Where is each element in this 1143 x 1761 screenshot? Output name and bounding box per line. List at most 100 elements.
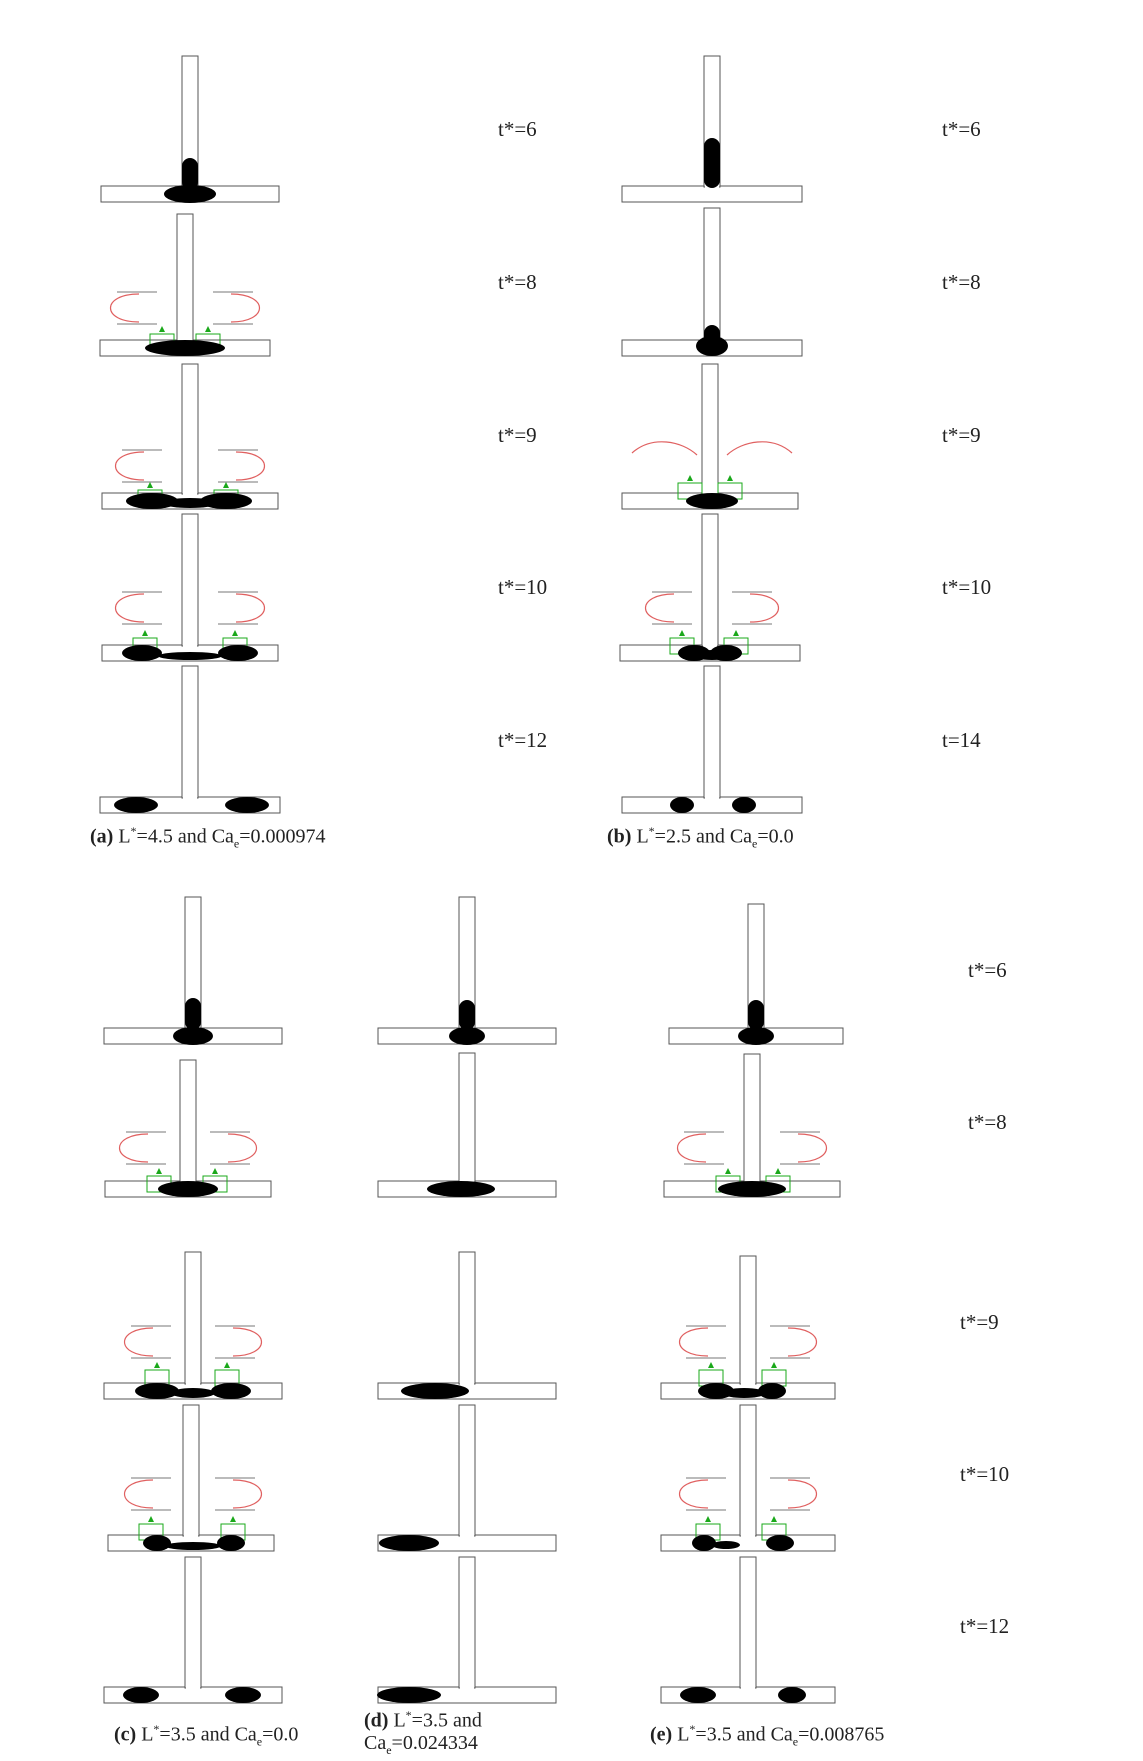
c-f4-left-lines (131, 1477, 171, 1511)
c-f3-arrow-2 (224, 1362, 230, 1368)
e-f1-drop (738, 1027, 774, 1045)
a-f3-left-lines (122, 449, 162, 483)
b-f5-main-channel (621, 796, 803, 814)
a-f4-right-lines (218, 591, 258, 625)
d-f2-side-channel (458, 1052, 476, 1183)
time-label-bottom-4: t*=10 (960, 1462, 1010, 1486)
a-f3-arrow-1 (147, 482, 153, 488)
a-f4-side-channel (181, 513, 199, 647)
c-f3-left-lines (131, 1325, 171, 1359)
time-label-bottom-5: t*=12 (960, 1614, 1010, 1638)
time-label-a-1: t*=6 (498, 117, 537, 141)
c-f2-left-loop (119, 1133, 149, 1163)
a-f2-right-lines (213, 291, 253, 325)
time-label-b-4: t*=10 (942, 575, 992, 599)
b-f3-arrow-1 (687, 475, 693, 481)
time-label-a-3: t*=9 (498, 423, 537, 447)
e-f3-left-loop (679, 1327, 709, 1357)
e-f3-arrow-2 (771, 1362, 777, 1368)
time-label-b-5: t=14 (942, 728, 981, 752)
a-f4-arrow-2 (232, 630, 238, 636)
c-f2-left-lines (126, 1131, 166, 1165)
d-f5-side-channel (458, 1556, 476, 1689)
b-f3-side-channel (701, 363, 719, 495)
a-f2-left-loop (110, 293, 140, 323)
e-f4-right-lines (770, 1477, 810, 1511)
caption-a: (a) L*=4.5 and Cae=0.000974 (90, 824, 326, 851)
a-f3-drop-c (162, 498, 218, 508)
d-f4-side-channel (458, 1404, 476, 1537)
e-f2-right-loop (797, 1133, 827, 1163)
b-f4-right-lines (732, 591, 772, 625)
c-f4-left-loop (124, 1479, 154, 1509)
e-f3-side-channel (739, 1255, 757, 1385)
b-f3-drop (686, 493, 738, 509)
a-f4-drop-l (122, 645, 162, 661)
a-f2-left-lines (117, 291, 157, 325)
c-f4-drop-r (217, 1535, 245, 1551)
d-f3-drop (401, 1383, 469, 1399)
e-f4-right-loop (787, 1479, 817, 1509)
a-f3-arrow-2 (223, 482, 229, 488)
e-f4-arrow-1 (705, 1516, 711, 1522)
c-f4-drop-l (143, 1535, 171, 1551)
caption-c: (c) L*=3.5 and Cae=0.0 (114, 1722, 299, 1749)
c-f4-right-loop (232, 1479, 262, 1509)
c-f3-right-loop (232, 1327, 262, 1357)
a-f2-side-channel (176, 213, 194, 342)
e-f4-drop-c (712, 1541, 740, 1549)
time-label-a-5: t*=12 (498, 728, 548, 752)
e-f2-side-channel (743, 1053, 761, 1183)
b-f4-arrow-1 (679, 630, 685, 636)
e-f5-drop-r (778, 1687, 806, 1703)
e-f4-drop-r (766, 1535, 794, 1551)
d-f1-drop-neck (459, 1000, 475, 1030)
a-f3-right-lines (218, 449, 258, 483)
time-label-bottom-2: t*=8 (968, 1110, 1007, 1134)
c-f5-side-channel (184, 1556, 202, 1689)
a-f2-drop (145, 340, 225, 356)
a-f3-left-loop (115, 451, 145, 481)
d-f5-drop (377, 1687, 441, 1703)
a-f4-left-loop (115, 593, 145, 623)
c-f2-side-channel (179, 1059, 197, 1183)
caption-e: (e) L*=3.5 and Cae=0.008765 (650, 1722, 885, 1749)
e-f3-arrow-1 (708, 1362, 714, 1368)
b-f4-right-loop (749, 593, 779, 623)
c-f2-right-lines (210, 1131, 250, 1165)
b-f4-left-lines (652, 591, 692, 625)
time-label-bottom-3: t*=9 (960, 1310, 999, 1334)
c-f3-arrow-1 (154, 1362, 160, 1368)
e-f4-main-channel (660, 1534, 836, 1552)
e-f2-drop (718, 1181, 786, 1197)
a-f1-drop-neck (182, 158, 198, 190)
b-f3-arrow-2 (727, 475, 733, 481)
a-f5-drop-l (114, 797, 158, 813)
a-f5-drop-r (225, 797, 269, 813)
e-f1-drop-neck (748, 1000, 764, 1030)
c-f4-arrow-2 (230, 1516, 236, 1522)
e-f5-side-channel (739, 1556, 757, 1689)
b-f1-drop (704, 138, 720, 188)
b-f4-left-loop (645, 593, 675, 623)
c-f3-drop-r (211, 1383, 251, 1399)
b-f4-side-channel (701, 513, 719, 647)
e-f5-drop-l (680, 1687, 716, 1703)
e-f4-left-loop (679, 1479, 709, 1509)
c-f5-drop-l (123, 1687, 159, 1703)
c-f4-drop-c (165, 1542, 221, 1550)
time-label-bottom-1: t*=6 (968, 958, 1007, 982)
a-f4-drop-c (158, 652, 222, 660)
e-f3-right-lines (770, 1325, 810, 1359)
a-f2-arrow-2 (205, 326, 211, 332)
a-f4-arrow-1 (142, 630, 148, 636)
b-f5-side-channel (703, 665, 721, 799)
b-f5-drop-l (670, 797, 694, 813)
b-f5-drop-r (732, 797, 756, 813)
e-f2-arrow-2 (775, 1168, 781, 1174)
e-f2-arrow-1 (725, 1168, 731, 1174)
c-f2-right-loop (227, 1133, 257, 1163)
c-f2-arrow-1 (156, 1168, 162, 1174)
c-f3-left-loop (124, 1327, 154, 1357)
